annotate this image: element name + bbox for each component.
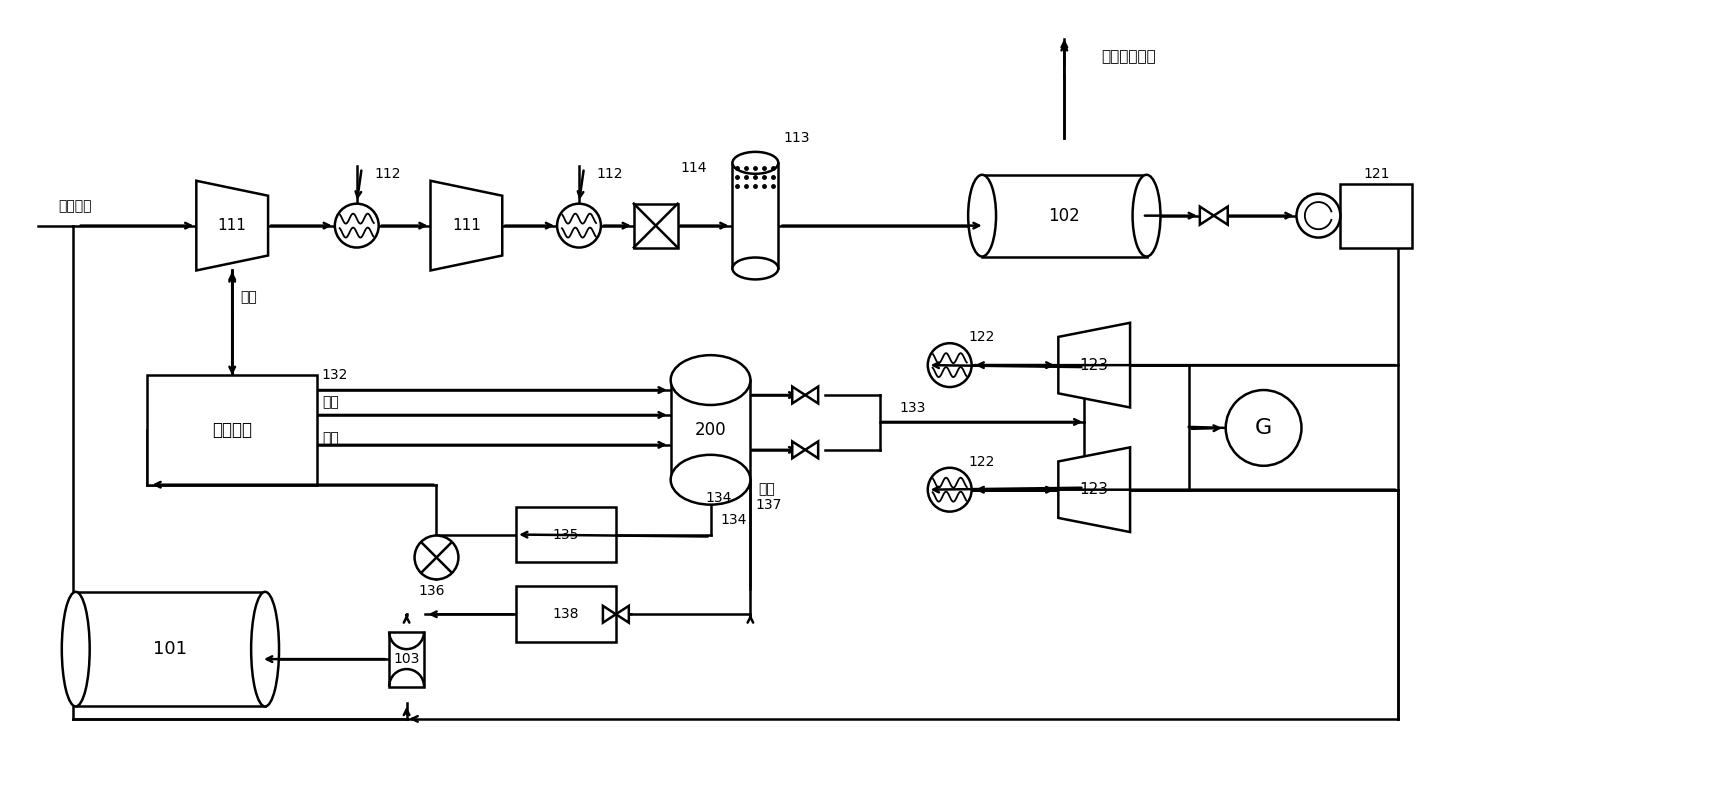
- Text: 132: 132: [322, 368, 348, 382]
- Text: 122: 122: [969, 330, 995, 344]
- Text: 103: 103: [393, 652, 420, 666]
- Bar: [983, 175, 1147, 257]
- Polygon shape: [1201, 207, 1214, 225]
- Text: 111: 111: [452, 218, 481, 233]
- Ellipse shape: [671, 455, 751, 504]
- Polygon shape: [431, 180, 502, 270]
- Bar: [389, 632, 424, 687]
- Text: 200: 200: [695, 421, 727, 439]
- Text: 136: 136: [419, 585, 445, 598]
- Ellipse shape: [251, 592, 279, 707]
- Circle shape: [415, 536, 458, 579]
- Circle shape: [1296, 194, 1341, 237]
- Text: 101: 101: [154, 640, 187, 658]
- Ellipse shape: [671, 355, 751, 405]
- Text: 112: 112: [375, 167, 401, 180]
- Polygon shape: [195, 180, 268, 270]
- Text: 102: 102: [1048, 207, 1080, 225]
- Circle shape: [927, 468, 972, 512]
- Text: 134: 134: [706, 491, 732, 504]
- Bar: [633, 204, 678, 248]
- Text: 133: 133: [900, 401, 926, 415]
- Text: 热水: 热水: [758, 483, 775, 496]
- Text: 113: 113: [784, 131, 810, 145]
- Text: 火电: 火电: [240, 290, 258, 305]
- Text: 112: 112: [597, 167, 623, 180]
- Circle shape: [336, 204, 379, 248]
- Bar: [516, 507, 616, 562]
- Polygon shape: [804, 441, 818, 458]
- Bar: [516, 586, 616, 642]
- Polygon shape: [792, 387, 804, 403]
- Polygon shape: [1059, 448, 1130, 532]
- Polygon shape: [604, 606, 616, 622]
- Ellipse shape: [732, 257, 778, 279]
- Text: 其他电能: 其他电能: [57, 200, 92, 213]
- Bar: [76, 592, 265, 707]
- Ellipse shape: [732, 152, 778, 174]
- Circle shape: [1227, 390, 1301, 466]
- Text: 138: 138: [554, 607, 580, 622]
- Circle shape: [557, 204, 600, 248]
- Text: 114: 114: [680, 161, 708, 175]
- Text: 135: 135: [554, 528, 580, 541]
- Polygon shape: [1214, 207, 1228, 225]
- Bar: [732, 163, 778, 269]
- Polygon shape: [792, 441, 804, 458]
- Circle shape: [927, 343, 972, 387]
- Ellipse shape: [62, 592, 90, 707]
- Bar: [1341, 184, 1412, 248]
- Polygon shape: [1059, 322, 1130, 407]
- Text: 111: 111: [218, 218, 247, 233]
- Text: 121: 121: [1363, 167, 1389, 180]
- Text: 123: 123: [1080, 358, 1109, 373]
- Text: 液态二氧化碳: 液态二氧化碳: [1102, 49, 1156, 63]
- Text: 122: 122: [969, 455, 995, 469]
- Text: G: G: [1254, 418, 1272, 438]
- Bar: [671, 380, 751, 480]
- Text: 134: 134: [720, 512, 747, 527]
- Ellipse shape: [1133, 175, 1161, 257]
- Text: 烟气: 烟气: [322, 395, 339, 409]
- Ellipse shape: [969, 175, 996, 257]
- Text: 蒸汽: 蒸汽: [322, 431, 339, 445]
- Polygon shape: [616, 606, 628, 622]
- Text: 火电机组: 火电机组: [213, 421, 253, 439]
- Text: 123: 123: [1080, 482, 1109, 497]
- Bar: [147, 375, 317, 484]
- Text: 137: 137: [756, 497, 782, 512]
- Polygon shape: [804, 387, 818, 403]
